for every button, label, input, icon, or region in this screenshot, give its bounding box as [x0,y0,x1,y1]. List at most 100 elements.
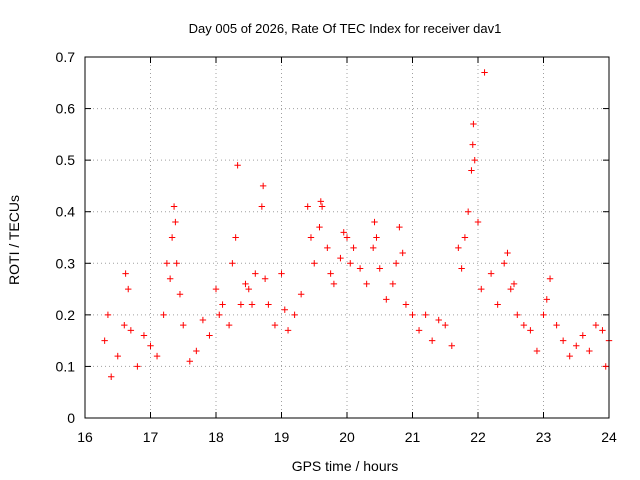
data-point [219,301,226,308]
data-point [248,301,256,308]
data-point [470,120,477,128]
data-point [172,218,179,226]
plot-frame [84,56,610,419]
data-point [206,332,213,339]
x-tick-label: 22 [470,429,486,445]
data-point [259,182,267,190]
data-point [481,69,488,76]
data-point [415,327,423,334]
data-point [340,229,347,236]
data-point [304,203,311,210]
axis-ticks [84,56,610,419]
data-point [343,234,351,241]
data-point [370,244,377,252]
data-point [469,141,476,148]
data-point [261,275,269,282]
x-axis-title: GPS time / hours [292,458,399,474]
data-point [163,260,171,267]
data-point [347,260,354,267]
x-tick-label: 17 [143,429,159,445]
data-point [166,275,174,282]
data-point [122,270,129,277]
data-point [422,311,429,319]
data-point [168,234,176,241]
y-tick-label: 0.7 [56,49,76,65]
data-point [559,337,567,344]
data-point [225,321,233,329]
data-point [121,321,128,329]
data-point [160,311,167,319]
data-point [363,280,370,288]
data-point [311,260,318,267]
data-point [383,296,390,303]
data-point [487,270,495,277]
data-point [134,363,141,370]
data-point [104,311,112,319]
x-tick-label: 20 [339,429,355,445]
data-point [114,352,121,360]
data-point [193,347,200,355]
data-point [101,337,108,344]
data-point [579,332,586,339]
data-point [278,270,285,277]
x-tick-label: 16 [77,429,93,445]
data-point [514,311,521,319]
data-point [186,358,193,365]
data-point [127,327,135,334]
data-point [399,249,406,257]
data-point [297,291,305,298]
data-points [101,69,613,380]
data-point [543,296,550,303]
data-point [468,167,475,174]
y-tick-label: 0.6 [56,101,76,117]
data-point [234,162,241,169]
data-point [533,347,541,355]
data-point [330,280,338,288]
data-point [546,275,554,282]
data-point [602,363,609,370]
y-axis-title: ROTI / TECUs [6,195,22,285]
data-point [245,285,252,293]
data-point [153,352,161,360]
data-point [180,321,187,329]
data-point [478,285,485,293]
data-point [229,260,236,267]
data-point [232,234,239,241]
data-point [494,301,501,308]
data-point [392,260,400,267]
data-point [435,316,442,324]
data-point [284,327,292,334]
data-point [140,332,148,339]
y-tick-label: 0.2 [56,307,76,323]
data-point [389,280,397,288]
chart-title: Day 005 of 2026, Rate Of TEC Index for r… [189,21,502,36]
x-tick-label: 19 [274,429,290,445]
data-point [461,234,469,241]
data-point [510,280,518,288]
data-point [307,234,315,241]
data-point [147,342,154,349]
data-point [428,337,436,344]
data-point [318,203,326,210]
data-point [402,301,410,308]
y-tick-label: 0.3 [56,255,76,271]
y-tick-labels: 0 0.1 0.2 0.3 0.4 0.5 0.6 0.7 [56,49,76,426]
data-point [464,208,472,215]
data-point [265,301,272,308]
data-point [242,280,249,288]
data-point [327,270,334,277]
data-point [212,285,220,293]
data-point [455,244,462,252]
data-point [170,203,178,210]
data-point [520,321,528,329]
data-point [371,218,378,226]
data-point [237,301,245,308]
data-point [592,321,600,329]
data-point [442,321,449,329]
data-point [271,321,279,329]
data-point [291,311,298,319]
data-point [337,254,344,262]
x-tick-label: 18 [208,429,224,445]
x-tick-label: 23 [536,429,552,445]
